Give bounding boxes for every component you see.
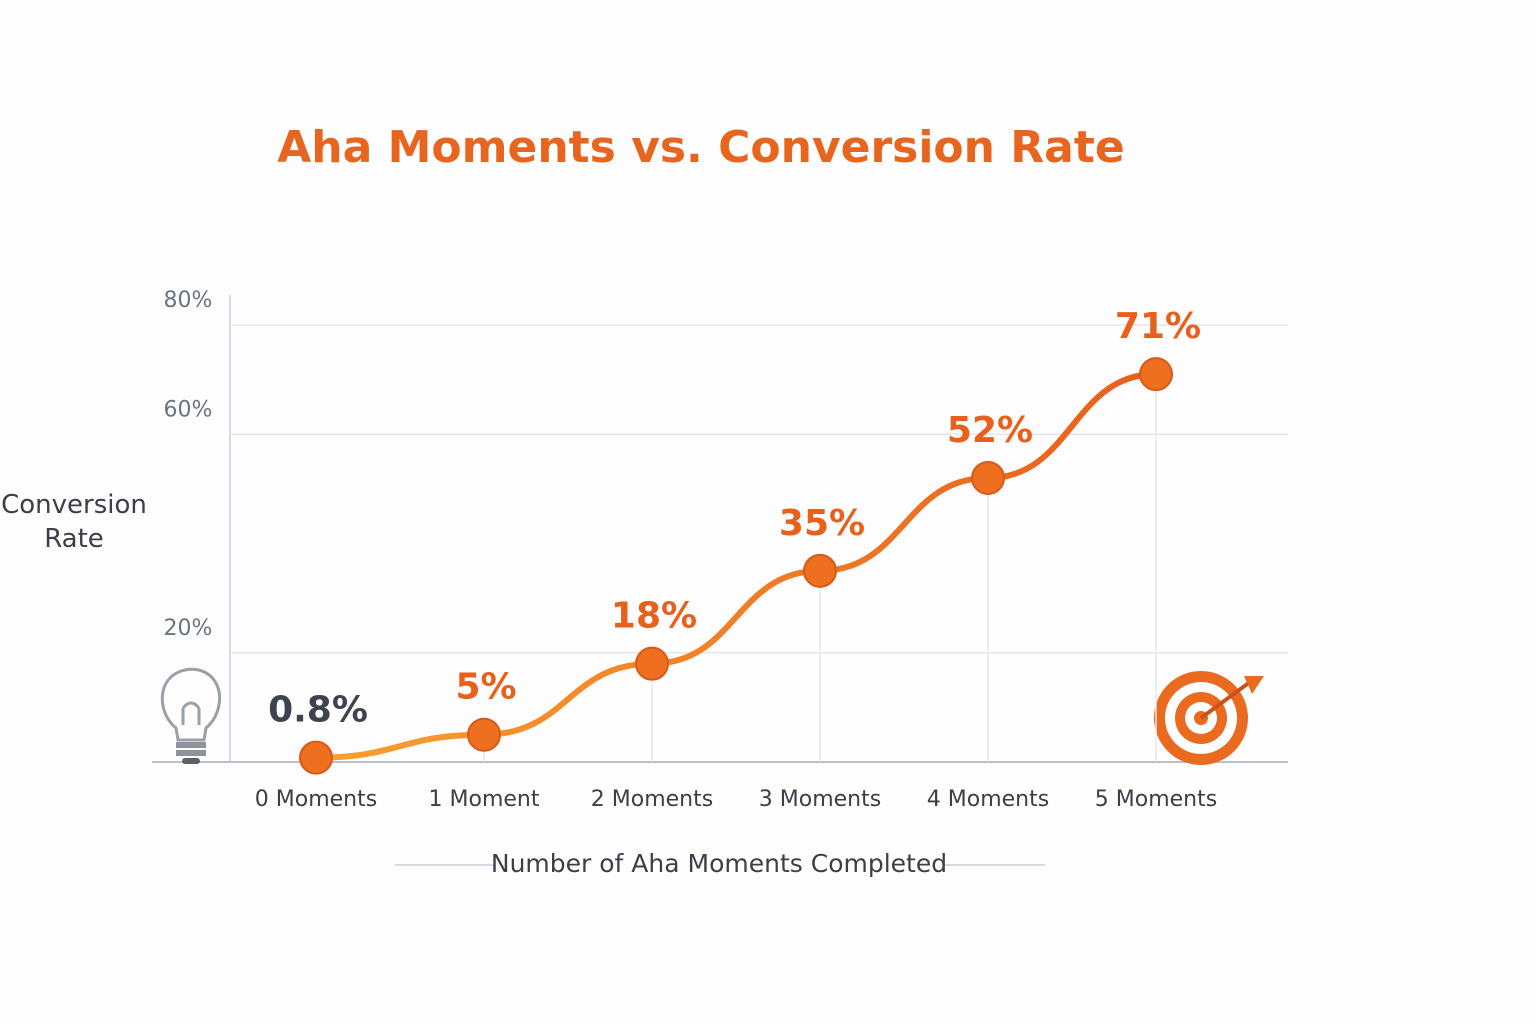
x-axis-title: Number of Aha Moments Completed <box>491 849 947 878</box>
data-label: 0.8% <box>268 690 368 731</box>
x-tick-label: 1 Moment <box>429 787 540 812</box>
point <box>1139 357 1173 392</box>
point <box>803 553 837 588</box>
data-label: 71% <box>1115 306 1201 347</box>
x-tick-label: 2 Moments <box>591 787 713 812</box>
y-tick-label: 80% <box>164 288 213 313</box>
y-axis-title: Conversion Rate <box>1 490 147 554</box>
x-tick-label: 3 Moments <box>759 787 881 812</box>
point <box>971 460 1005 495</box>
chart-title: Aha Moments vs. Conversion Rate <box>277 122 1125 173</box>
x-tick-label: 0 Moments <box>255 787 377 812</box>
y-tick-label: 20% <box>164 616 213 641</box>
point <box>299 740 333 775</box>
y-tick-label: 60% <box>164 397 213 422</box>
data-label: 52% <box>947 410 1033 451</box>
data-label: 35% <box>779 503 865 544</box>
lightbulb-icon <box>160 667 222 764</box>
point <box>635 646 669 681</box>
data-label: 5% <box>455 667 516 708</box>
x-tick-label: 4 Moments <box>927 787 1049 812</box>
x-tick-label: 5 Moments <box>1095 787 1217 812</box>
point <box>467 717 501 752</box>
target-icon <box>1154 671 1264 765</box>
data-label: 18% <box>611 596 697 637</box>
